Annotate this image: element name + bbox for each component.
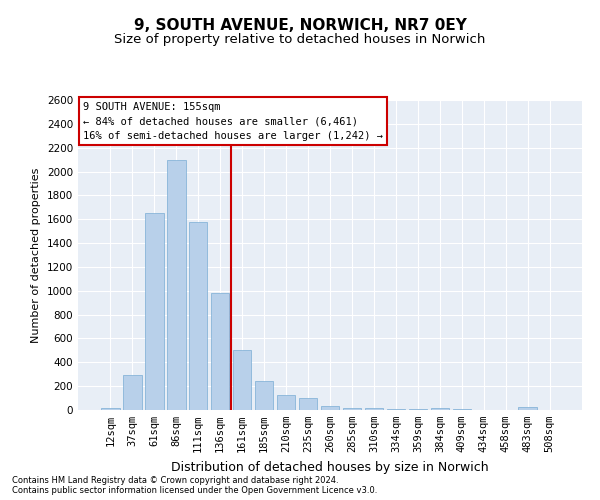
Text: Size of property relative to detached houses in Norwich: Size of property relative to detached ho… (115, 32, 485, 46)
Text: Contains HM Land Registry data © Crown copyright and database right 2024.: Contains HM Land Registry data © Crown c… (12, 476, 338, 485)
Bar (233, 350, 251, 410)
Bar (386, 409, 405, 410)
Bar (365, 408, 383, 410)
Text: Contains public sector information licensed under the Open Government Licence v3: Contains public sector information licen… (12, 486, 377, 495)
Bar (255, 381, 274, 410)
Bar (211, 293, 229, 410)
Bar (101, 408, 119, 410)
Bar (167, 160, 185, 410)
Text: 9, SOUTH AVENUE, NORWICH, NR7 0EY: 9, SOUTH AVENUE, NORWICH, NR7 0EY (134, 18, 466, 32)
Bar (277, 395, 295, 410)
Bar (320, 406, 340, 410)
Bar (189, 222, 208, 410)
Bar (431, 408, 449, 410)
Text: 9 SOUTH AVENUE: 155sqm
← 84% of detached houses are smaller (6,461)
16% of semi-: 9 SOUTH AVENUE: 155sqm ← 84% of detached… (83, 102, 383, 141)
X-axis label: Distribution of detached houses by size in Norwich: Distribution of detached houses by size … (171, 460, 489, 473)
Bar (145, 214, 164, 410)
Bar (299, 398, 317, 410)
Bar (343, 408, 361, 410)
Bar (518, 407, 537, 410)
Y-axis label: Number of detached properties: Number of detached properties (31, 168, 41, 342)
Bar (123, 376, 142, 410)
